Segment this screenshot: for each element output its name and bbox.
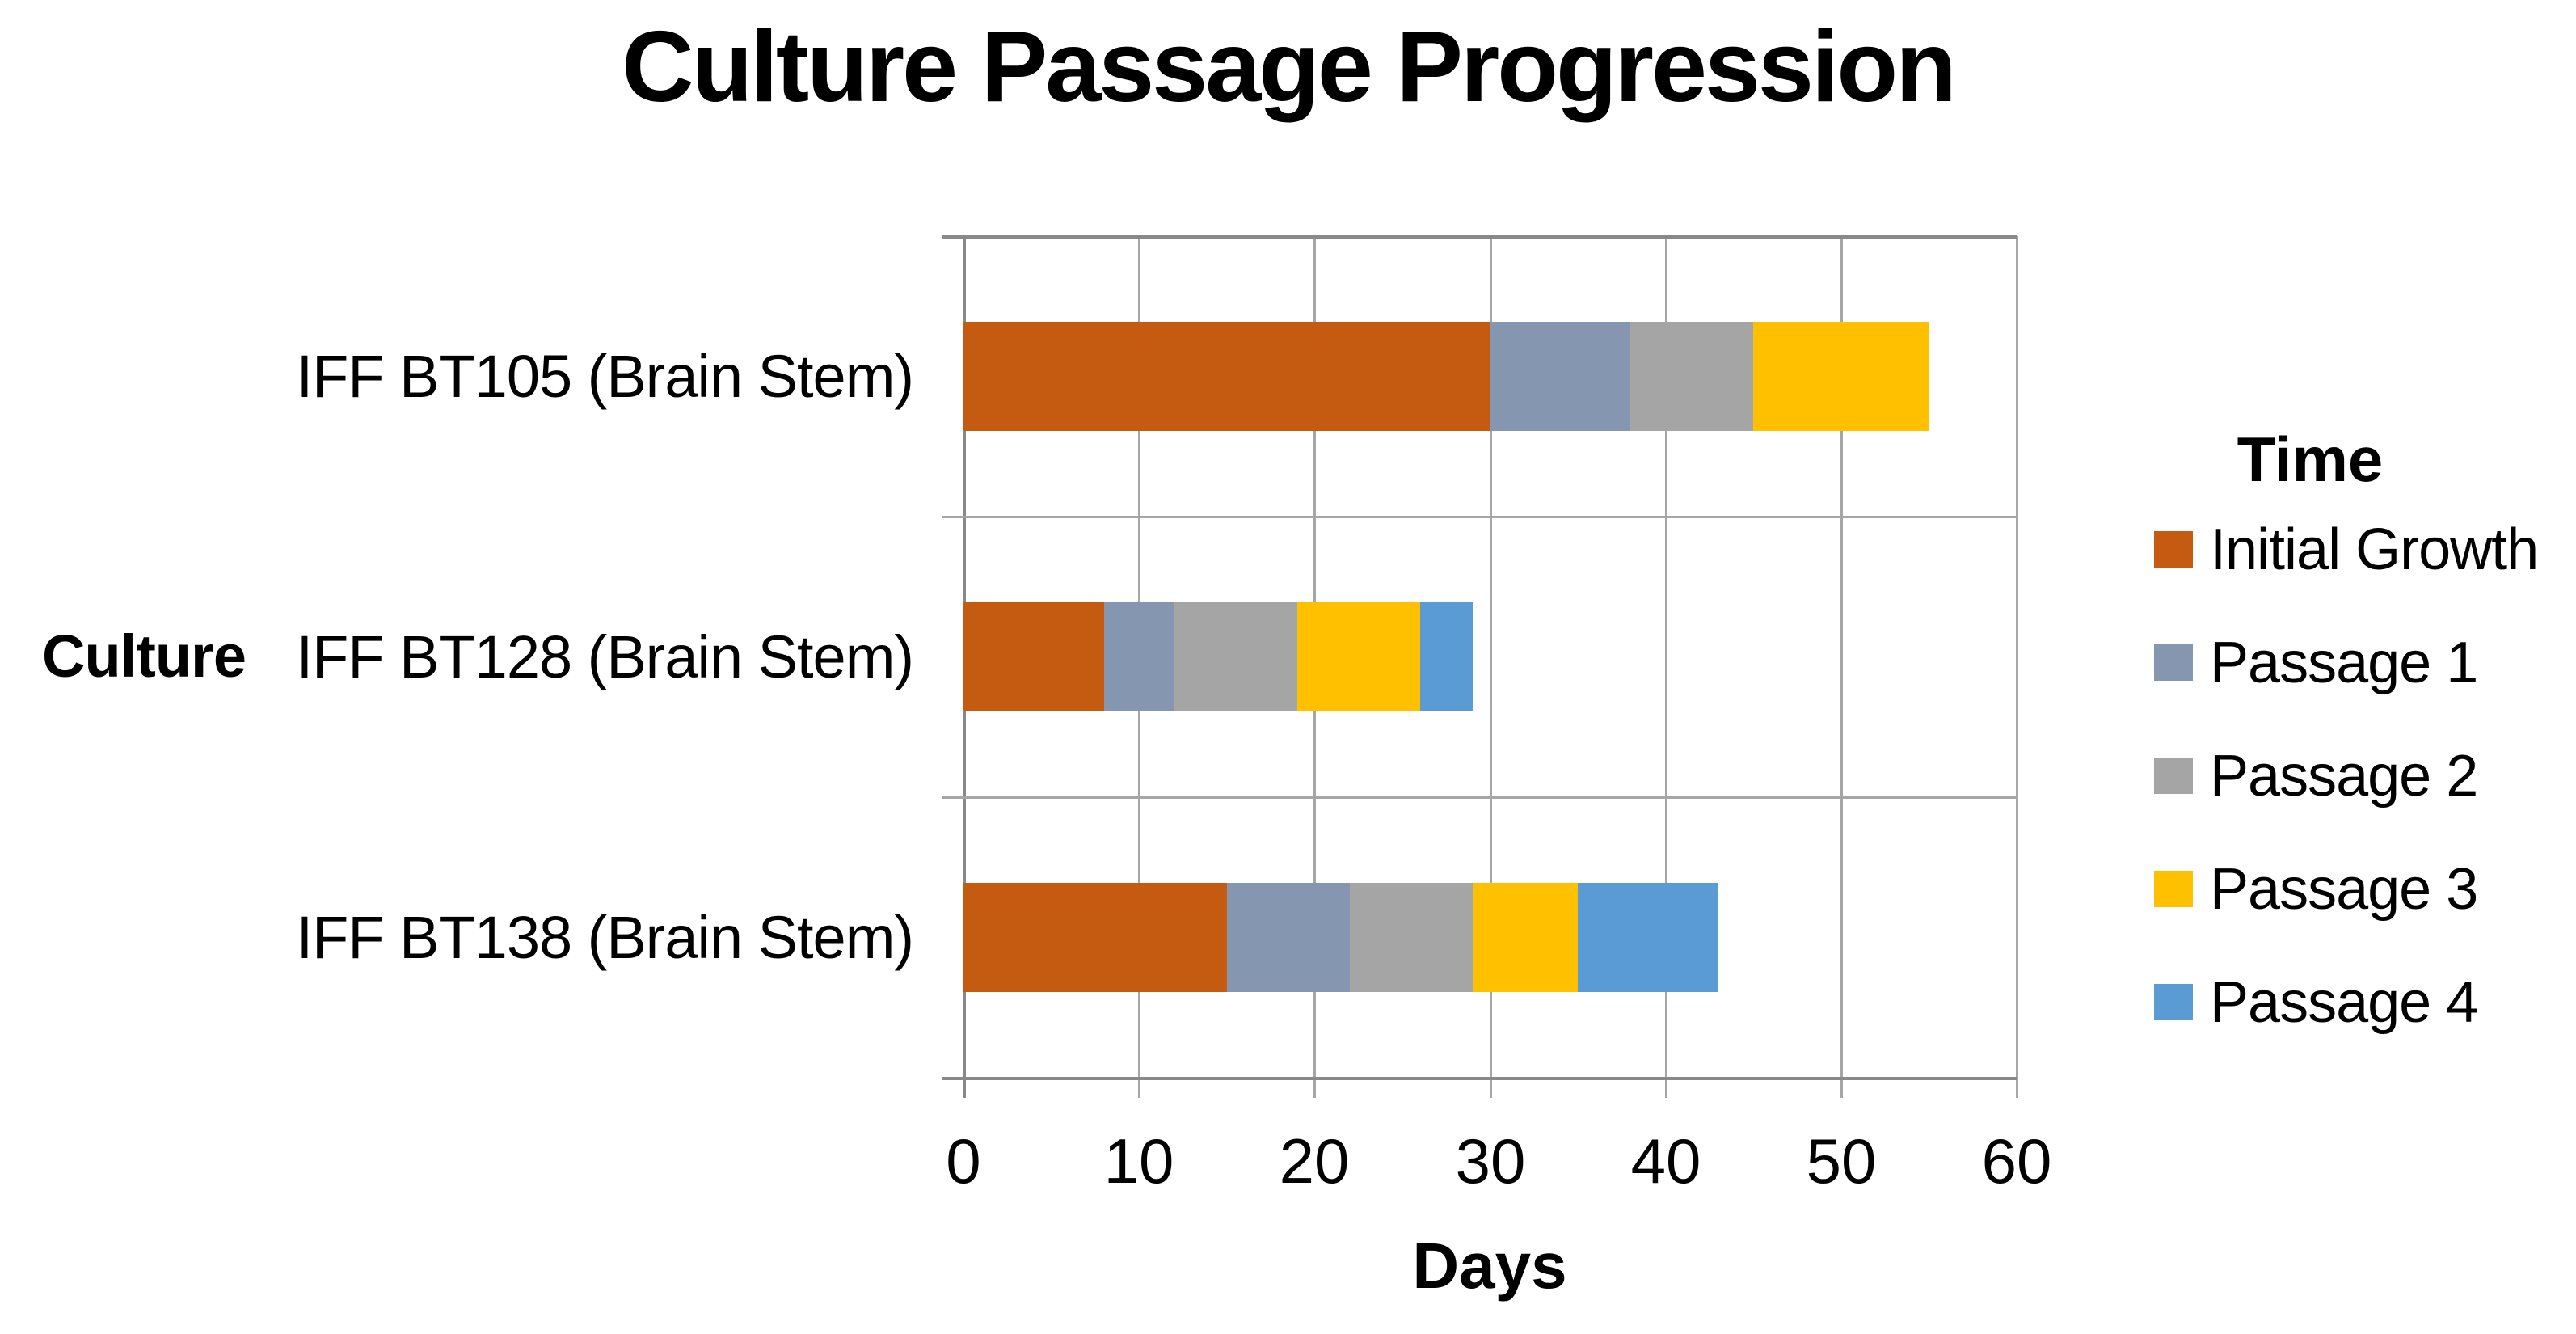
bar-segment-passage-2 xyxy=(1350,883,1473,992)
bar-segment-passage-3 xyxy=(1473,883,1578,992)
v-gridline xyxy=(1490,236,1492,1098)
category-label: IFF BT105 (Brain Stem) xyxy=(296,343,914,410)
y-axis-title: Culture xyxy=(42,623,247,690)
h-gridline xyxy=(942,1077,2017,1080)
h-gridline xyxy=(942,516,2017,518)
x-tick-label: 20 xyxy=(1279,1125,1350,1197)
legend-swatch xyxy=(2154,871,2193,907)
v-gridline xyxy=(1840,236,1843,1098)
chart-title: Culture Passage Progression xyxy=(622,11,1957,123)
bar-segment-passage-4 xyxy=(1578,883,1718,992)
legend-swatch xyxy=(2154,984,2193,1020)
legend-swatch xyxy=(2154,758,2193,794)
bar-segment-initial-growth xyxy=(963,602,1104,711)
legend-swatch xyxy=(2154,644,2193,681)
legend-label: Passage 2 xyxy=(2210,744,2478,808)
legend-label: Initial Growth xyxy=(2210,517,2539,582)
legend-title: Time xyxy=(2237,424,2384,495)
v-gridline xyxy=(1665,236,1667,1098)
bar-segment-passage-2 xyxy=(1174,602,1297,711)
plot-area xyxy=(942,235,2018,1098)
x-tick-label: 0 xyxy=(946,1125,981,1197)
x-tick-label: 30 xyxy=(1455,1125,1526,1197)
category-label: IFF BT128 (Brain Stem) xyxy=(296,623,914,690)
category-label: IFF BT138 (Brain Stem) xyxy=(296,904,914,971)
x-tick-label: 50 xyxy=(1806,1125,1877,1197)
h-gridline xyxy=(942,235,2017,239)
x-tick-label: 60 xyxy=(1981,1125,2052,1197)
bar-segment-passage-1 xyxy=(1227,883,1350,992)
legend-label: Passage 1 xyxy=(2210,631,2478,695)
x-tick-label: 40 xyxy=(1630,1125,1701,1197)
v-gridline xyxy=(2016,236,2018,1098)
legend-swatch xyxy=(2154,531,2193,568)
legend-label: Passage 3 xyxy=(2210,857,2478,922)
legend-label: Passage 4 xyxy=(2210,970,2478,1035)
x-tick-label: 10 xyxy=(1103,1125,1174,1197)
bar-segment-passage-1 xyxy=(1490,322,1631,431)
bar-segment-passage-4 xyxy=(1420,602,1473,711)
bar-segment-initial-growth xyxy=(963,883,1227,992)
x-axis-title: Days xyxy=(1412,1230,1567,1302)
bar-segment-passage-3 xyxy=(1297,602,1420,711)
h-gridline xyxy=(942,796,2017,799)
bar-segment-passage-1 xyxy=(1104,602,1174,711)
bar-segment-initial-growth xyxy=(963,322,1490,431)
bar-segment-passage-3 xyxy=(1753,322,1929,431)
bar-segment-passage-2 xyxy=(1630,322,1753,431)
